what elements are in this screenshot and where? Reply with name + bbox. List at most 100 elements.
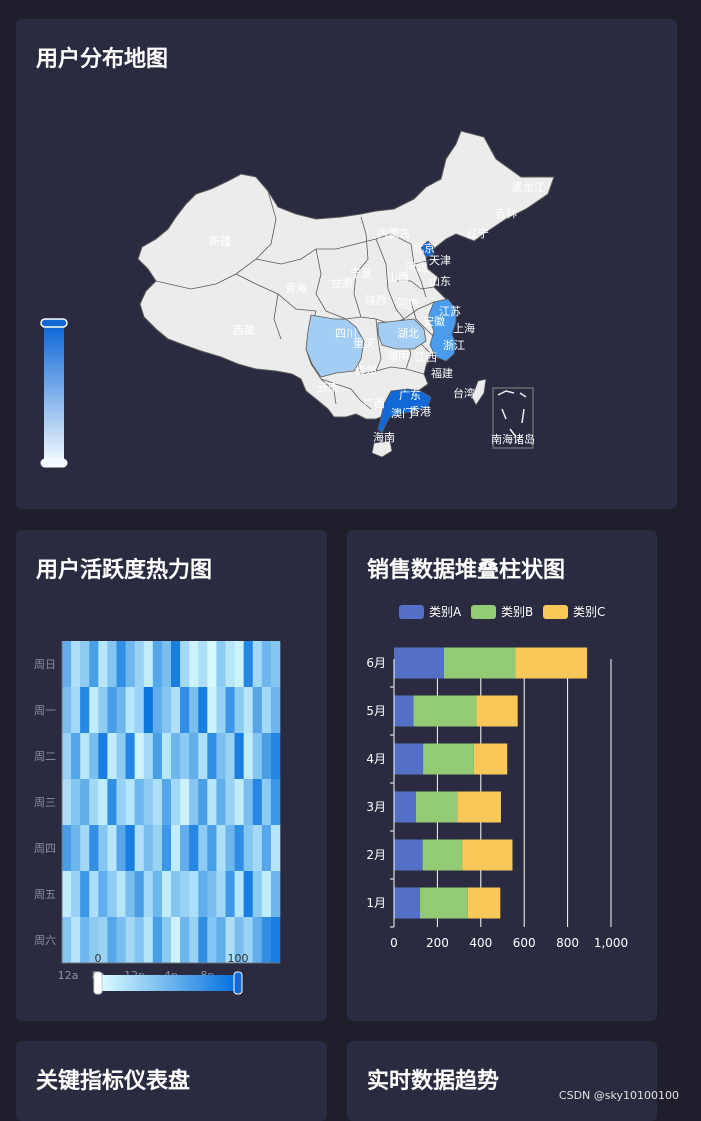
heatmap-cell <box>225 825 235 872</box>
heatmap-cell <box>171 917 181 964</box>
stacked-bar-chart: 类别A 类别B 类别C 1月 2月 3月 4月 5月 6月 0 200 400 600 800 1,000 <box>366 605 628 950</box>
heatmap-cell <box>89 687 99 734</box>
heatmap-cell <box>71 733 81 780</box>
legend-swatch[interactable] <box>399 605 424 619</box>
heatmap-cell <box>180 641 190 688</box>
visual-map-bar <box>44 323 64 463</box>
heatmap-cell <box>98 779 108 826</box>
heatmap-scale-handle-left[interactable] <box>93 971 103 995</box>
province-label: 宁夏 <box>350 266 372 280</box>
province-label: 西藏 <box>233 324 255 337</box>
bar-segment <box>394 743 424 775</box>
heatmap-cell <box>270 779 281 826</box>
heatmap-day-label: 周四 <box>34 842 56 855</box>
heatmap-cell <box>62 641 72 688</box>
visual-map-handle-top[interactable] <box>40 318 68 328</box>
province-label: 安徽 <box>423 314 445 328</box>
province-guangdong <box>377 388 432 434</box>
heatmap-cell <box>116 871 126 918</box>
heatmap-cell <box>261 641 272 688</box>
heatmap-cell <box>189 733 199 780</box>
heatmap-chart: 周日周一周二周三周四周五周六12a8a12p4p8p 0 100 <box>34 641 281 995</box>
heatmap-cell <box>107 687 117 734</box>
heatmap-cell <box>80 687 90 734</box>
heatmap-scale-handle-right[interactable] <box>233 971 243 995</box>
heatmap-cell <box>62 871 72 918</box>
heatmap-cell <box>207 871 217 918</box>
heatmap-cell <box>180 687 190 734</box>
heatmap-cell <box>198 825 208 872</box>
heatmap-cell <box>107 917 117 964</box>
heatmap-cell <box>152 825 163 872</box>
heatmap-cell <box>71 641 81 688</box>
province-beijing <box>420 240 435 258</box>
bar-title: 销售数据堆叠柱状图 <box>367 558 566 583</box>
legend-label[interactable]: 类别A <box>429 605 462 619</box>
heatmap-title: 用户活跃度热力图 <box>36 558 213 583</box>
heatmap-cell <box>143 871 154 918</box>
province-label: 广东 <box>399 389 421 402</box>
heatmap-cell <box>62 687 72 734</box>
heatmap-cell <box>152 641 163 688</box>
gauge-card: 关键指标仪表盘 <box>16 1041 327 1121</box>
south-sea-inset <box>492 387 534 449</box>
legend-swatch[interactable] <box>471 605 496 619</box>
legend-label[interactable]: 类别B <box>501 605 533 619</box>
heatmap-cell <box>161 687 172 734</box>
heatmap-cell <box>252 733 263 780</box>
heatmap-cell <box>161 733 172 780</box>
bar-segment <box>473 743 508 775</box>
bar-segment <box>422 839 463 871</box>
heatmap-cell <box>98 871 108 918</box>
legend-swatch[interactable] <box>543 605 568 619</box>
bar-segment <box>423 743 474 775</box>
heatmap-cell <box>189 825 199 872</box>
heatmap-scale-min: 0 <box>95 952 102 965</box>
province-label: 贵州 <box>355 364 377 377</box>
heatmap-cell <box>207 687 217 734</box>
bar-segment <box>462 839 513 871</box>
heatmap-cell <box>89 779 99 826</box>
bar-category-label: 1月 <box>366 896 386 910</box>
legend-label[interactable]: 类别C <box>573 605 605 619</box>
province-label: 香港 <box>409 405 431 418</box>
map-title: 用户分布地图 <box>36 47 169 72</box>
heatmap-cell <box>225 779 235 826</box>
heatmap-cell <box>116 733 126 780</box>
heatmap-cell <box>152 733 163 780</box>
heatmap-cell <box>171 871 181 918</box>
bar-segment <box>443 647 516 679</box>
heatmap-cell <box>143 641 154 688</box>
heatmap-day-label: 周二 <box>34 750 56 763</box>
island-hainan <box>371 440 393 458</box>
heatmap-cell <box>270 917 281 964</box>
heatmap-cell <box>252 687 263 734</box>
inset-label: 南海诸岛 <box>491 432 535 446</box>
heatmap-cell <box>161 871 172 918</box>
heatmap-cell <box>143 687 154 734</box>
heatmap-cell <box>225 733 235 780</box>
province-label: 辽宁 <box>467 226 489 240</box>
province-label: 福建 <box>431 366 453 380</box>
bar-segment <box>394 791 416 823</box>
province-label: 吉林 <box>495 206 517 220</box>
province-label: 甘肃 <box>331 277 353 290</box>
bar-category-label: 2月 <box>366 848 386 862</box>
heatmap-cell <box>243 871 254 918</box>
heatmap-cell <box>80 871 90 918</box>
heatmap-cell <box>98 825 108 872</box>
heatmap-cell <box>80 917 90 964</box>
bar-category-label: 4月 <box>366 752 386 766</box>
heatmap-cell <box>116 687 126 734</box>
heatmap-cell <box>207 917 217 964</box>
province-label: 上海 <box>453 321 475 335</box>
heatmap-cell <box>125 779 135 826</box>
province-label: 天津 <box>429 254 451 267</box>
visual-map-handle-bottom[interactable] <box>40 458 68 468</box>
heatmap-cell <box>216 733 226 780</box>
bar-x-tick-label: 400 <box>469 936 492 950</box>
heatmap-cell <box>62 733 72 780</box>
heatmap-cell <box>198 687 208 734</box>
heatmap-cell <box>243 687 254 734</box>
heatmap-cell <box>270 641 281 688</box>
